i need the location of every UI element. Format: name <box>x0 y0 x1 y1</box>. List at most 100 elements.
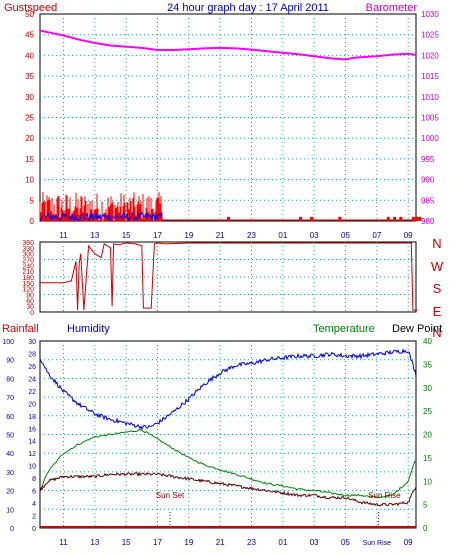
rainfall-axis-tick-label: 12 <box>28 451 36 458</box>
x-axis-hour-label: 09 <box>404 231 413 240</box>
gust-barometer-panel: 0510152025303540455098098599099510001005… <box>25 10 439 240</box>
gust-axis-tick-label: 10 <box>25 176 34 185</box>
direction-axis-tick-label: 240 <box>22 263 34 270</box>
x-axis-hour-label: 03 <box>310 538 319 547</box>
rainfall-axis-tick-label: 2 <box>32 514 36 521</box>
temperature-axis-tick-label: 15 <box>423 454 432 463</box>
wind-direction-series <box>40 242 418 311</box>
gust-spike <box>418 216 422 221</box>
direction-axis-tick-label: 300 <box>22 252 34 259</box>
gust-axis-tick-label: 45 <box>25 31 34 40</box>
temperature-axis-tick-label: 35 <box>423 360 432 369</box>
barometer-axis-tick-label: 1020 <box>421 51 439 60</box>
compass-label: S <box>433 281 442 296</box>
compass-label: N <box>432 236 441 251</box>
barometer-axis-tick-label: 980 <box>421 217 435 226</box>
wind-direction-grid <box>40 242 416 312</box>
humidity-axis-tick-label: 0 <box>10 526 14 533</box>
gust-axis-tick-label: 5 <box>30 196 35 205</box>
humidity-axis-tick-label: 20 <box>6 489 14 496</box>
gust-axis-tick-label: 0 <box>30 217 35 226</box>
x-axis-hour-label: 01 <box>278 538 287 547</box>
humidity-axis-tick-label: 30 <box>6 470 14 477</box>
direction-axis-tick-label: 90 <box>26 293 34 300</box>
x-axis-hour-label: 21 <box>216 538 225 547</box>
humidity-axis-tick-label: 60 <box>6 414 14 421</box>
rainfall-label: Rainfall <box>2 323 39 335</box>
direction-axis-tick-label: 210 <box>22 269 34 276</box>
rainfall-axis-tick-label: 4 <box>32 501 36 508</box>
gust-panel-series <box>39 29 422 223</box>
gustspeed-label: Gustspeed <box>4 2 57 14</box>
barometer-axis-tick-label: 1010 <box>421 93 439 102</box>
barometer-axis-tick-label: 1000 <box>421 134 439 143</box>
direction-axis-tick-label: 360 <box>22 240 34 247</box>
humidity-axis-tick-label: 80 <box>6 376 14 383</box>
rainfall-axis-tick-label: 20 <box>28 401 36 408</box>
rainfall-axis-tick-label: 18 <box>28 414 36 421</box>
sunset-label: Sun Set <box>156 491 185 500</box>
humidity-temperature-panel: 0102030405060708090100024681012141618202… <box>2 337 432 547</box>
x-axis-hour-label: 21 <box>216 231 225 240</box>
rainfall-axis-tick-label: 22 <box>28 389 36 396</box>
x-axis-hour-label: 01 <box>278 231 287 240</box>
gust-axis-tick-label: 35 <box>25 72 34 81</box>
direction-axis-tick-label: 0 <box>30 310 34 317</box>
temperature-line <box>39 429 416 499</box>
x-axis-hour-label: 09 <box>404 538 413 547</box>
gust-spike <box>227 216 230 221</box>
direction-axis-tick-label: 180 <box>22 275 34 282</box>
temperature-axis-tick-label: 10 <box>423 477 432 486</box>
x-axis-hour-label: 23 <box>247 538 256 547</box>
compass-label: W <box>431 259 444 274</box>
gust-spike <box>299 216 303 221</box>
gust-spike <box>386 216 390 221</box>
direction-axis-tick-label: 270 <box>22 258 34 265</box>
rainfall-axis-tick-label: 10 <box>28 464 36 471</box>
x-axis-hour-label: 11 <box>59 538 68 547</box>
rainfall-axis-tick-label: 26 <box>28 364 36 371</box>
humidity-axis-tick-label: 100 <box>2 339 14 346</box>
x-axis-hour-label: 13 <box>90 231 99 240</box>
graph-title: 24 hour graph day : 17 April 2011 <box>167 2 329 14</box>
gust-spike <box>393 216 397 221</box>
gust-spike <box>399 216 403 221</box>
gust-axis-tick-label: 30 <box>25 93 34 102</box>
barometer-axis-tick-label: 1005 <box>421 114 439 123</box>
gust-spike <box>415 216 418 221</box>
direction-axis-tick-label: 150 <box>22 281 34 288</box>
gust-panel-grid <box>40 14 416 221</box>
x-axis-hour-label: 15 <box>122 538 131 547</box>
barometer-axis-tick-label: 1015 <box>421 72 439 81</box>
gust-axis-tick-label: 40 <box>25 51 34 60</box>
barometer-axis-tick-label: 985 <box>421 196 435 205</box>
humidity-line <box>39 348 417 431</box>
gust-spike <box>411 216 415 221</box>
compass-label: E <box>433 304 442 319</box>
barometer-axis-tick-label: 1025 <box>421 31 439 40</box>
humidity-label: Humidity <box>67 323 110 335</box>
rainfall-axis-tick-label: 8 <box>32 476 36 483</box>
compass-label: N <box>432 325 441 340</box>
temperature-label: Temperature <box>313 323 375 335</box>
x-axis-hour-label: 17 <box>153 538 162 547</box>
rainfall-axis-tick-label: 16 <box>28 426 36 433</box>
barometer-axis-tick-label: 995 <box>421 155 435 164</box>
x-axis-hour-label: 03 <box>310 231 319 240</box>
gust-spike <box>310 216 314 221</box>
rainfall-axis-tick-label: 14 <box>28 439 36 446</box>
x-axis-hour-label: 15 <box>122 231 131 240</box>
humidity-axis-tick-label: 50 <box>6 433 14 440</box>
temperature-axis-tick-label: 20 <box>423 431 432 440</box>
rainfall-axis-tick-label: 30 <box>28 339 36 346</box>
x-axis-hour-label: 05 <box>341 538 350 547</box>
gust-axis-tick-label: 25 <box>25 114 34 123</box>
barometer-axis-tick-label: 1030 <box>421 10 439 19</box>
humidity-axis-tick-label: 90 <box>6 358 14 365</box>
dewpoint-line <box>39 471 417 507</box>
gust-axis-tick-label: 15 <box>25 155 34 164</box>
